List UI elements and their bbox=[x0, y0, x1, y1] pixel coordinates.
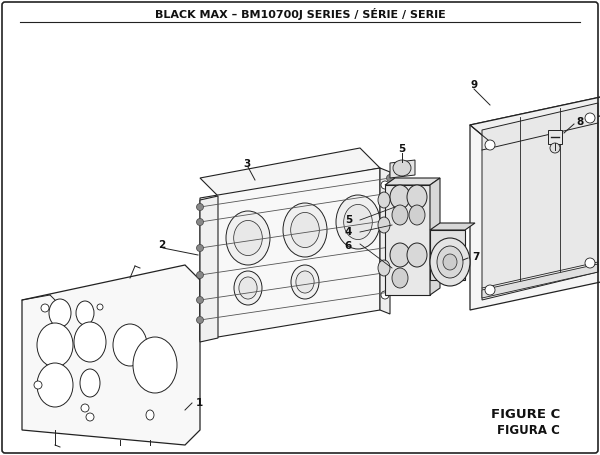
Text: 4: 4 bbox=[344, 227, 352, 237]
Ellipse shape bbox=[197, 244, 203, 252]
Polygon shape bbox=[430, 230, 465, 280]
Text: FIGURE C: FIGURE C bbox=[491, 409, 560, 421]
Text: 3: 3 bbox=[243, 159, 250, 169]
Ellipse shape bbox=[381, 181, 389, 189]
Ellipse shape bbox=[80, 369, 100, 397]
Polygon shape bbox=[470, 95, 600, 310]
Ellipse shape bbox=[485, 285, 495, 295]
Polygon shape bbox=[470, 95, 600, 140]
Text: 1: 1 bbox=[196, 398, 203, 408]
Ellipse shape bbox=[443, 254, 457, 270]
Ellipse shape bbox=[390, 243, 410, 267]
Ellipse shape bbox=[378, 260, 390, 276]
Text: 7: 7 bbox=[472, 252, 479, 262]
Ellipse shape bbox=[430, 238, 470, 286]
Ellipse shape bbox=[49, 299, 71, 327]
Polygon shape bbox=[482, 264, 598, 298]
Ellipse shape bbox=[378, 217, 390, 233]
Ellipse shape bbox=[197, 218, 203, 226]
Polygon shape bbox=[22, 265, 200, 445]
Ellipse shape bbox=[378, 192, 390, 208]
Polygon shape bbox=[380, 168, 390, 314]
Ellipse shape bbox=[386, 217, 394, 223]
Polygon shape bbox=[200, 168, 380, 340]
Ellipse shape bbox=[290, 212, 319, 248]
Ellipse shape bbox=[234, 221, 262, 256]
Ellipse shape bbox=[291, 265, 319, 299]
Text: 6: 6 bbox=[345, 241, 352, 251]
Ellipse shape bbox=[386, 243, 394, 251]
Ellipse shape bbox=[437, 246, 463, 278]
Polygon shape bbox=[385, 185, 430, 295]
Ellipse shape bbox=[407, 243, 427, 267]
Ellipse shape bbox=[37, 363, 73, 407]
Ellipse shape bbox=[344, 204, 372, 239]
Ellipse shape bbox=[97, 304, 103, 310]
Polygon shape bbox=[430, 223, 475, 230]
Ellipse shape bbox=[386, 288, 394, 295]
Ellipse shape bbox=[392, 205, 408, 225]
Ellipse shape bbox=[37, 323, 73, 367]
Ellipse shape bbox=[41, 304, 49, 312]
Polygon shape bbox=[430, 178, 440, 295]
Ellipse shape bbox=[34, 381, 42, 389]
Polygon shape bbox=[482, 103, 598, 300]
Ellipse shape bbox=[113, 324, 147, 366]
Ellipse shape bbox=[585, 113, 595, 123]
Polygon shape bbox=[385, 178, 440, 185]
Ellipse shape bbox=[197, 317, 203, 324]
Ellipse shape bbox=[409, 205, 425, 225]
Text: BLACK MAX – BM10700J SERIES / SÉRIE / SERIE: BLACK MAX – BM10700J SERIES / SÉRIE / SE… bbox=[155, 8, 445, 20]
Text: 9: 9 bbox=[470, 80, 478, 90]
Ellipse shape bbox=[393, 160, 411, 176]
Ellipse shape bbox=[336, 195, 380, 249]
Ellipse shape bbox=[197, 203, 203, 211]
Ellipse shape bbox=[74, 322, 106, 362]
Text: 5: 5 bbox=[345, 215, 352, 225]
Text: FIGURA C: FIGURA C bbox=[497, 424, 560, 436]
Ellipse shape bbox=[386, 268, 394, 275]
Ellipse shape bbox=[197, 272, 203, 278]
Ellipse shape bbox=[239, 277, 257, 299]
Ellipse shape bbox=[86, 413, 94, 421]
Polygon shape bbox=[200, 196, 218, 342]
Ellipse shape bbox=[76, 301, 94, 325]
Ellipse shape bbox=[226, 211, 270, 265]
Ellipse shape bbox=[407, 185, 427, 209]
Ellipse shape bbox=[197, 297, 203, 303]
Polygon shape bbox=[390, 160, 415, 178]
Text: 8: 8 bbox=[576, 117, 583, 127]
Ellipse shape bbox=[585, 258, 595, 268]
Ellipse shape bbox=[485, 140, 495, 150]
Ellipse shape bbox=[296, 271, 314, 293]
Ellipse shape bbox=[234, 271, 262, 305]
Ellipse shape bbox=[390, 185, 410, 209]
Ellipse shape bbox=[133, 337, 177, 393]
Text: 2: 2 bbox=[158, 240, 165, 250]
Ellipse shape bbox=[386, 189, 394, 197]
Polygon shape bbox=[200, 148, 380, 198]
Ellipse shape bbox=[386, 175, 394, 182]
Ellipse shape bbox=[381, 291, 389, 299]
Ellipse shape bbox=[550, 143, 560, 153]
Ellipse shape bbox=[81, 404, 89, 412]
Ellipse shape bbox=[146, 410, 154, 420]
Ellipse shape bbox=[392, 268, 408, 288]
Text: 5: 5 bbox=[398, 144, 406, 154]
Ellipse shape bbox=[283, 203, 327, 257]
Bar bbox=[548, 130, 562, 144]
